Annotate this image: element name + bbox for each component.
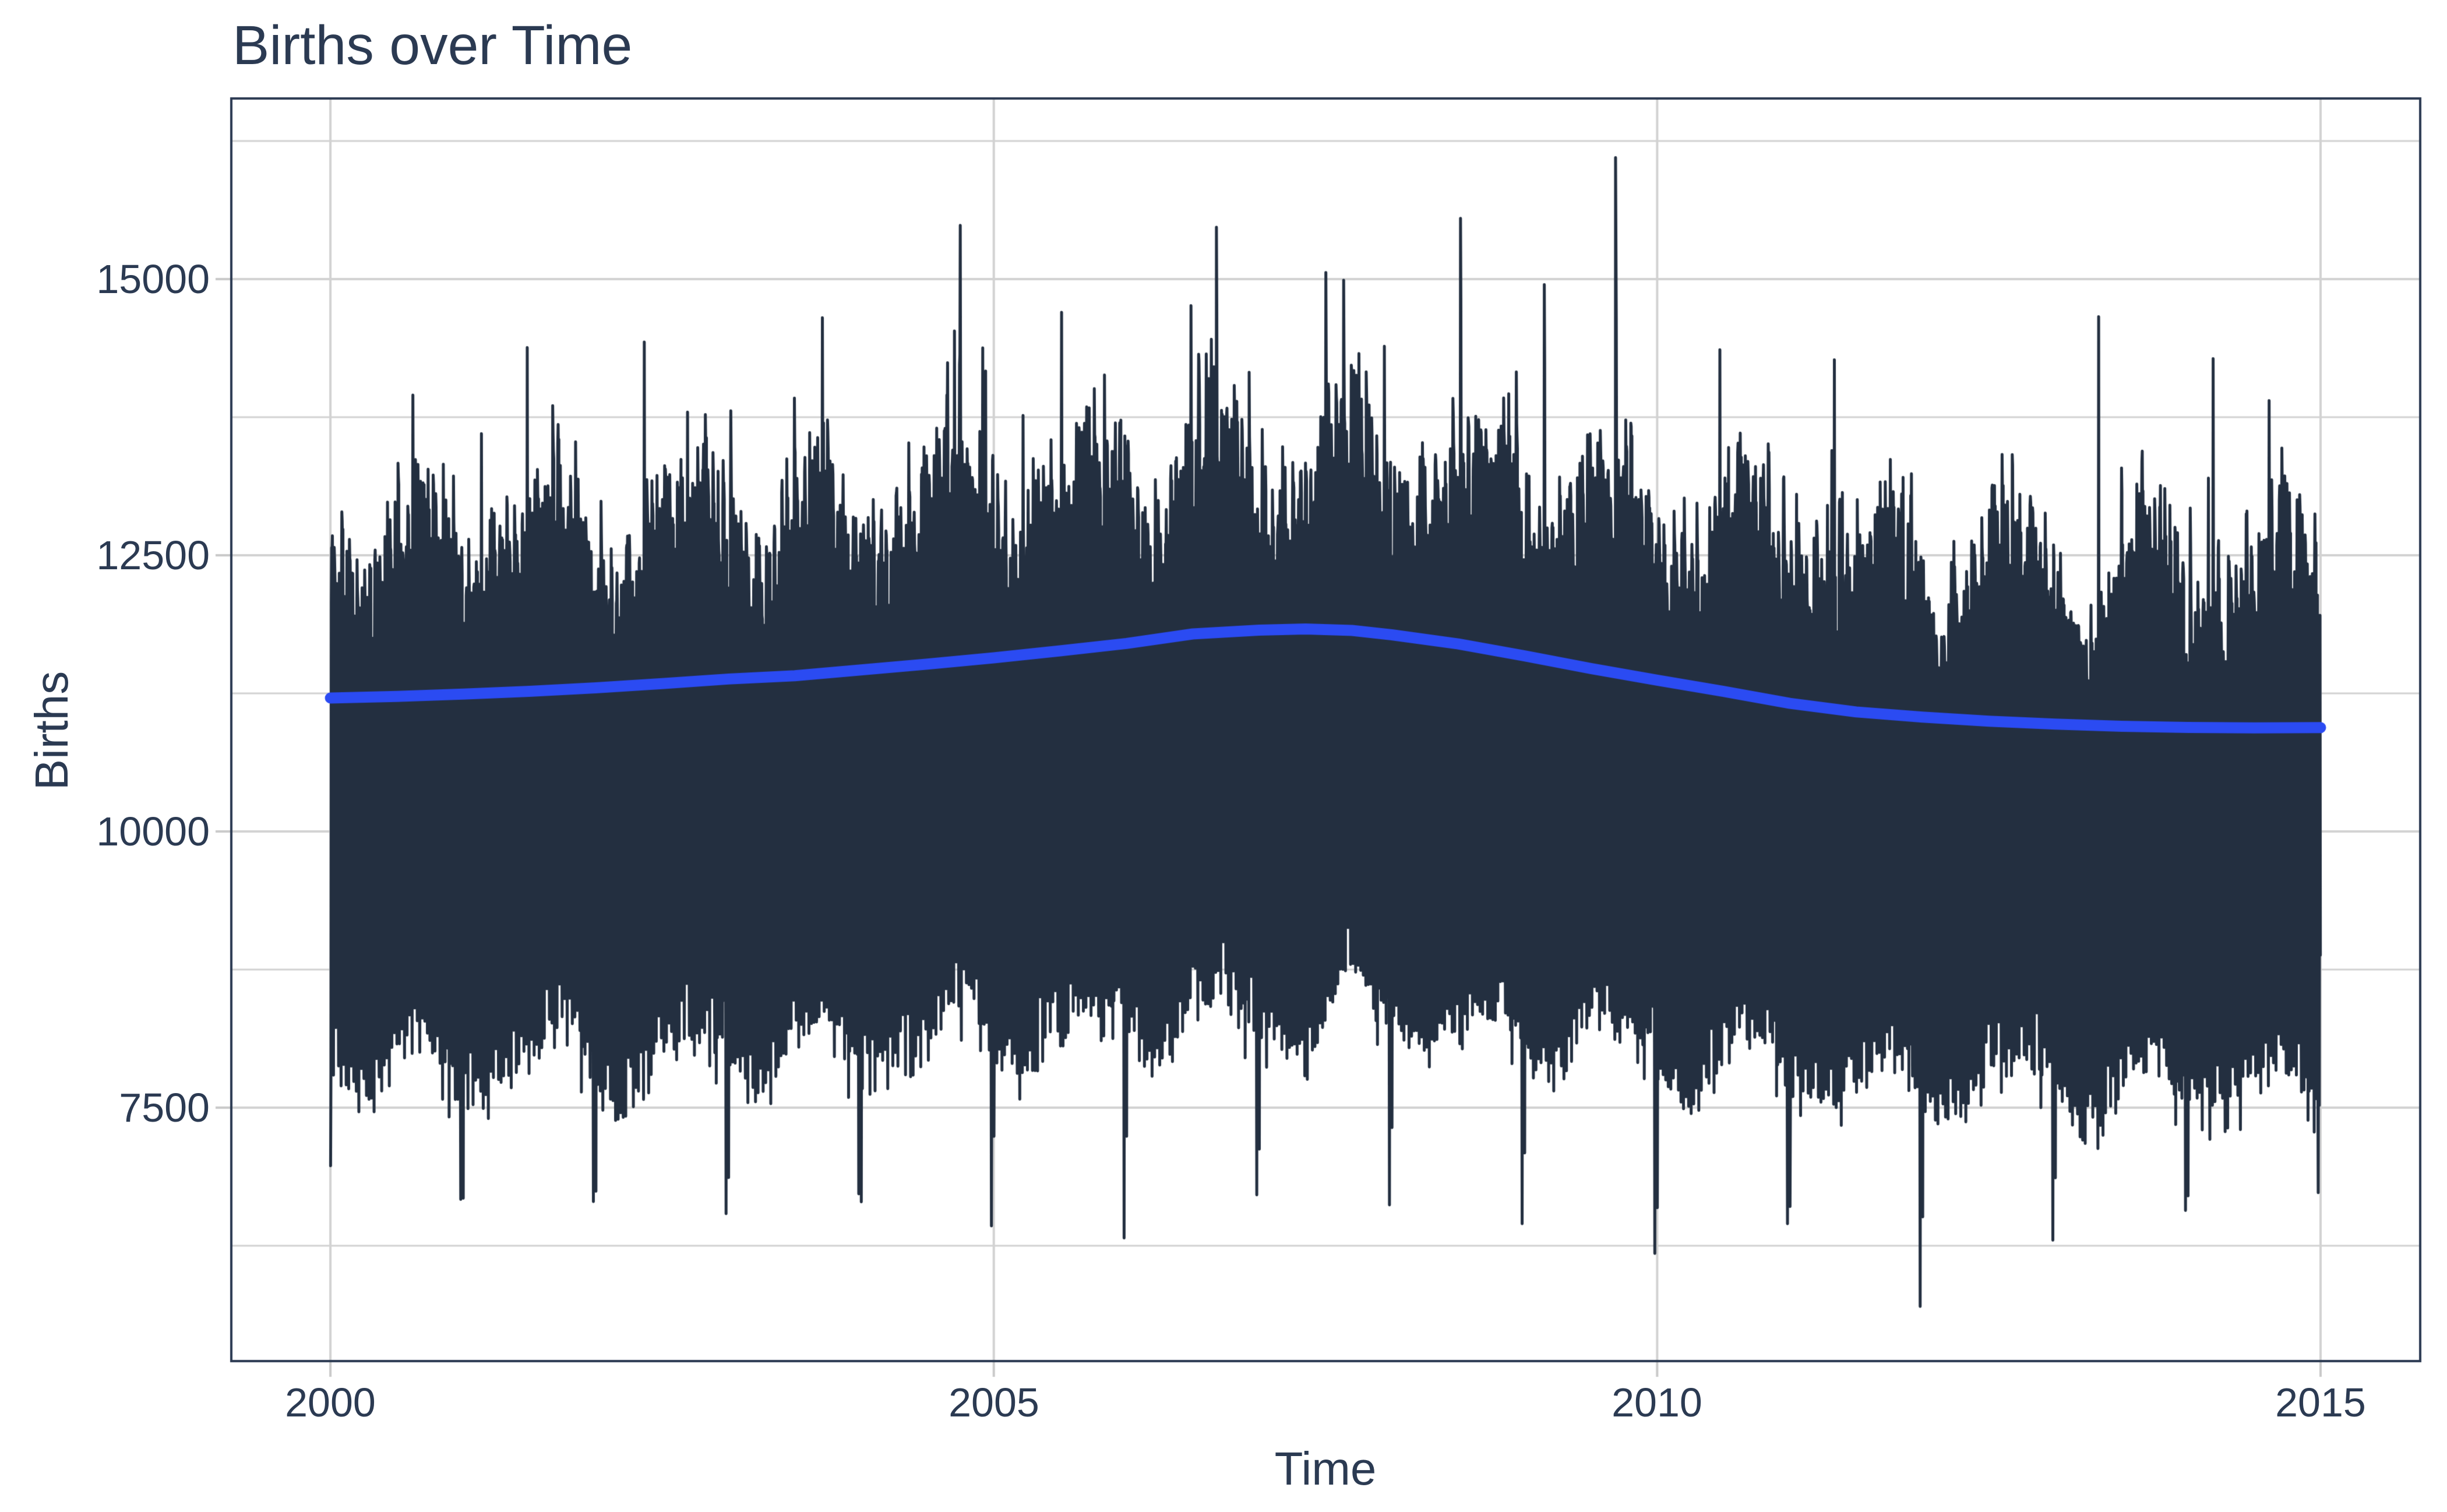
x-tick-label-2010: 2010 xyxy=(1612,1380,1702,1425)
x-tick-label-2000: 2000 xyxy=(285,1380,376,1425)
y-tick-label-15000: 15000 xyxy=(96,256,210,302)
y-tick-label-10000: 10000 xyxy=(96,809,210,854)
page-title: Births over Time xyxy=(232,15,633,76)
x-tick-label-2015: 2015 xyxy=(2275,1380,2366,1425)
y-tick-label-7500: 7500 xyxy=(119,1085,210,1130)
x-axis-title: Time xyxy=(1274,1443,1377,1495)
y-tick-label-12500: 12500 xyxy=(96,533,210,578)
y-axis-title: Births xyxy=(26,671,77,791)
x-tick-label-2005: 2005 xyxy=(949,1380,1039,1425)
